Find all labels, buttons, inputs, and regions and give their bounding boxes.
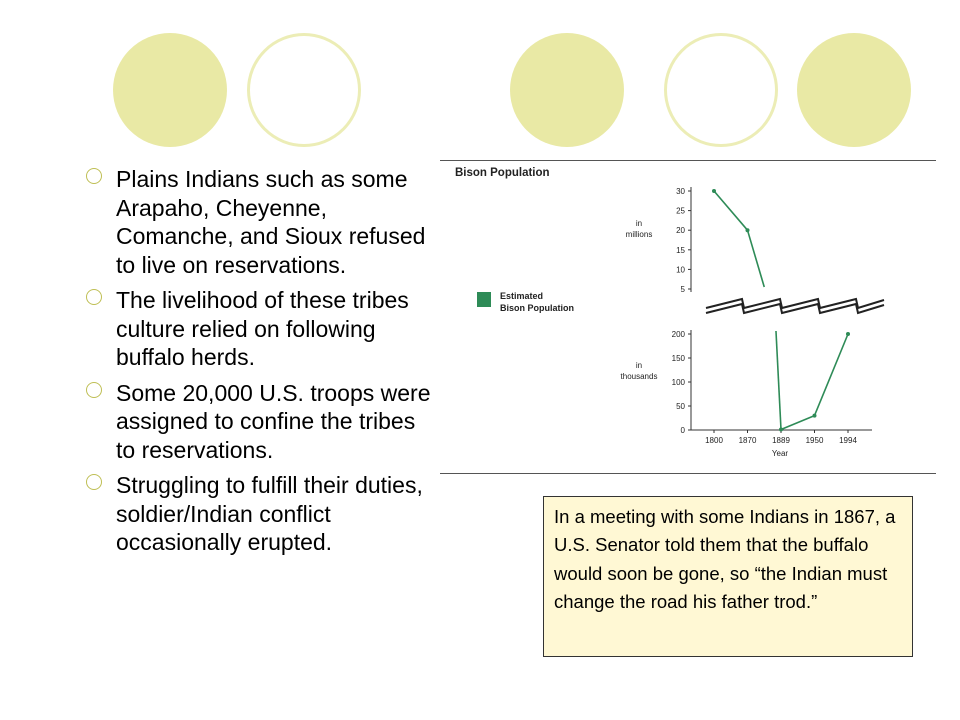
circle-bullet-icon xyxy=(86,168,102,184)
bullet-item: Plains Indians such as some Arapaho, Che… xyxy=(86,165,436,279)
x-axis-label: Year xyxy=(772,449,789,458)
upper-y-tick-label: 10 xyxy=(676,265,685,274)
bullet-item: Struggling to fulfill their duties, sold… xyxy=(86,471,436,557)
lower-axis-unit: thousands xyxy=(621,372,658,381)
quote-box: In a meeting with some Indians in 1867, … xyxy=(543,496,913,657)
data-point xyxy=(846,332,850,336)
decorative-circle xyxy=(664,33,778,147)
decorative-circle xyxy=(113,33,227,147)
legend-label: Estimated xyxy=(500,291,543,301)
lower-y-tick-label: 100 xyxy=(672,378,686,387)
legend-swatch xyxy=(477,292,491,307)
circle-bullet-icon xyxy=(86,474,102,490)
upper-axis-unit: in xyxy=(636,219,642,228)
bullet-text: The livelihood of these tribes culture r… xyxy=(116,287,409,370)
bullet-text: Plains Indians such as some Arapaho, Che… xyxy=(116,166,426,278)
upper-y-tick-label: 5 xyxy=(681,285,686,294)
data-point xyxy=(812,413,817,418)
circle-bullet-icon xyxy=(86,289,102,305)
lower-y-tick-label: 50 xyxy=(676,402,685,411)
series-line xyxy=(746,229,766,288)
lower-y-tick-label: 200 xyxy=(672,330,686,339)
series-line xyxy=(813,333,849,416)
chart-title: Bison Population xyxy=(455,167,550,179)
circle-bullet-icon xyxy=(86,381,102,398)
bullet-item: Some 20,000 U.S. troops were assigned to… xyxy=(86,379,436,465)
series-line xyxy=(780,414,815,431)
decorative-circle xyxy=(247,33,361,147)
x-tick-label: 1870 xyxy=(739,436,757,445)
bullet-item: The livelihood of these tribes culture r… xyxy=(86,286,436,372)
data-point xyxy=(779,427,783,432)
series-line xyxy=(775,330,782,430)
data-point xyxy=(745,228,750,233)
upper-y-tick-label: 25 xyxy=(676,207,685,216)
x-tick-label: 1800 xyxy=(705,436,723,445)
chart-top-rule xyxy=(440,160,936,161)
bullet-list: Plains Indians such as some Arapaho, Che… xyxy=(86,165,436,564)
decorative-circle xyxy=(510,33,624,147)
lower-axis-unit: in xyxy=(636,361,642,370)
decorative-circle xyxy=(797,33,911,147)
legend-label: Bison Population xyxy=(500,303,574,313)
upper-axis-unit: millions xyxy=(626,230,653,239)
axis-break xyxy=(705,297,885,310)
lower-y-tick-label: 150 xyxy=(672,354,686,363)
bison-population-chart: Bison Population Estimated Bison Populat… xyxy=(455,167,885,458)
upper-y-tick-label: 30 xyxy=(676,187,685,196)
upper-y-tick-label: 15 xyxy=(676,246,685,255)
x-tick-label: 1950 xyxy=(806,436,824,445)
data-point xyxy=(712,189,716,193)
x-tick-label: 1889 xyxy=(772,436,790,445)
lower-y-tick-label: 0 xyxy=(681,426,686,435)
bullet-text: Struggling to fulfill their duties, sold… xyxy=(116,472,423,555)
series-line xyxy=(713,190,749,231)
axis-break xyxy=(705,302,885,315)
chart-bottom-rule xyxy=(440,473,936,474)
x-tick-label: 1994 xyxy=(839,436,857,445)
bullet-text: Some 20,000 U.S. troops were assigned to… xyxy=(116,379,431,463)
upper-y-tick-label: 20 xyxy=(676,226,685,235)
